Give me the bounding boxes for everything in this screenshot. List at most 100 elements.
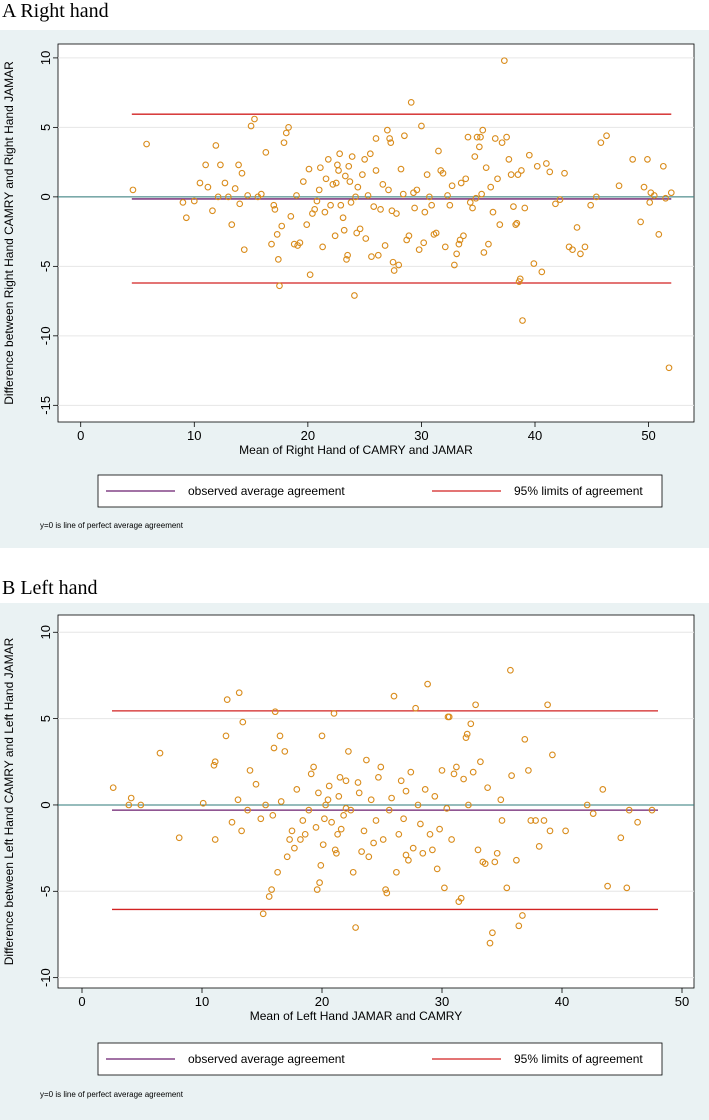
data-point [393, 210, 400, 217]
data-point [503, 133, 510, 141]
legend-box [97, 474, 663, 508]
data-point [336, 150, 344, 158]
data-point [489, 929, 496, 937]
data-point [360, 827, 368, 835]
data-point [355, 789, 363, 797]
data-point [516, 275, 524, 283]
data-point [514, 171, 522, 178]
data-point [466, 199, 474, 206]
data-point [597, 139, 605, 147]
data-point [344, 251, 351, 259]
data-point [125, 801, 133, 809]
data-point [235, 689, 243, 697]
y-tick-label: -5 [38, 261, 53, 273]
data-point [211, 836, 219, 843]
data-point [513, 219, 521, 227]
data-point [512, 221, 520, 229]
data-point [328, 818, 335, 826]
y-tick-label: 0 [38, 193, 53, 200]
data-point [546, 168, 554, 176]
data-point [510, 203, 517, 210]
data-point [474, 846, 482, 854]
data-point [439, 169, 447, 177]
data-point [507, 171, 515, 178]
data-point [345, 162, 353, 170]
data-point [385, 806, 393, 814]
data-point [623, 884, 631, 892]
data-point [372, 167, 380, 174]
data-point [498, 139, 506, 147]
data-point [615, 182, 623, 190]
data-point [457, 894, 465, 902]
data-point [460, 775, 467, 783]
data-point [441, 243, 449, 251]
chart-b: 0 10 20 30 40 50 -10 -5 0 5 10 Mean of Left Hand JA… [2, 614, 695, 1076]
legend-limits-label: 95% limits of agreement [514, 484, 643, 498]
data-point [362, 235, 370, 242]
data-point [421, 208, 429, 216]
data-point [330, 710, 338, 717]
data-point [374, 251, 382, 259]
data-point [505, 155, 513, 163]
data-point [285, 124, 292, 131]
data-point [518, 167, 525, 174]
data-point [417, 820, 424, 828]
data-point [310, 763, 317, 771]
data-point [481, 860, 489, 868]
data-point [282, 129, 290, 137]
data-point [494, 175, 501, 183]
data-point [460, 232, 467, 240]
data-point [469, 768, 477, 776]
data-point [238, 169, 246, 177]
data-point [573, 224, 581, 231]
data-point [305, 806, 313, 814]
x-tick-label: 0 [78, 994, 85, 1009]
y-tick-label: -10 [38, 326, 53, 345]
data-point [432, 229, 440, 237]
data-point [238, 827, 245, 835]
data-point [109, 784, 117, 792]
data-point [533, 162, 541, 170]
data-point [429, 846, 436, 854]
data-point [552, 200, 559, 208]
data-point [359, 171, 366, 178]
data-point [235, 161, 242, 169]
data-point [476, 143, 483, 151]
data-point [655, 231, 663, 238]
data-point [352, 924, 359, 931]
data-point [231, 185, 239, 192]
y-tick-label: 0 [38, 801, 53, 808]
data-point [332, 179, 340, 187]
data-point [424, 680, 431, 688]
data-point [617, 834, 625, 842]
data-point [271, 206, 279, 213]
data-point [311, 206, 319, 213]
data-point [397, 777, 405, 785]
data-point [640, 183, 648, 191]
data-point [441, 884, 448, 892]
data-point [217, 161, 224, 169]
data-point [348, 153, 356, 160]
data-point [156, 749, 164, 757]
data-point [143, 140, 150, 148]
data-point [196, 179, 204, 187]
data-point [659, 162, 667, 170]
data-point [418, 122, 425, 130]
data-point [423, 171, 431, 178]
data-point [415, 246, 423, 254]
data-point [244, 806, 251, 814]
data-point [583, 801, 591, 809]
data-point [276, 282, 283, 290]
y-axis-label: Difference between Left Hand CAMRY and L… [2, 637, 16, 965]
data-point [480, 249, 488, 256]
data-point [214, 193, 222, 201]
data-point [129, 186, 137, 194]
data-point [401, 132, 408, 140]
data-point [478, 190, 485, 198]
data-point [393, 868, 400, 876]
data-point [451, 261, 458, 269]
data-point [515, 922, 523, 930]
data-point [462, 175, 470, 183]
data-point [211, 758, 219, 766]
data-point [303, 221, 311, 229]
